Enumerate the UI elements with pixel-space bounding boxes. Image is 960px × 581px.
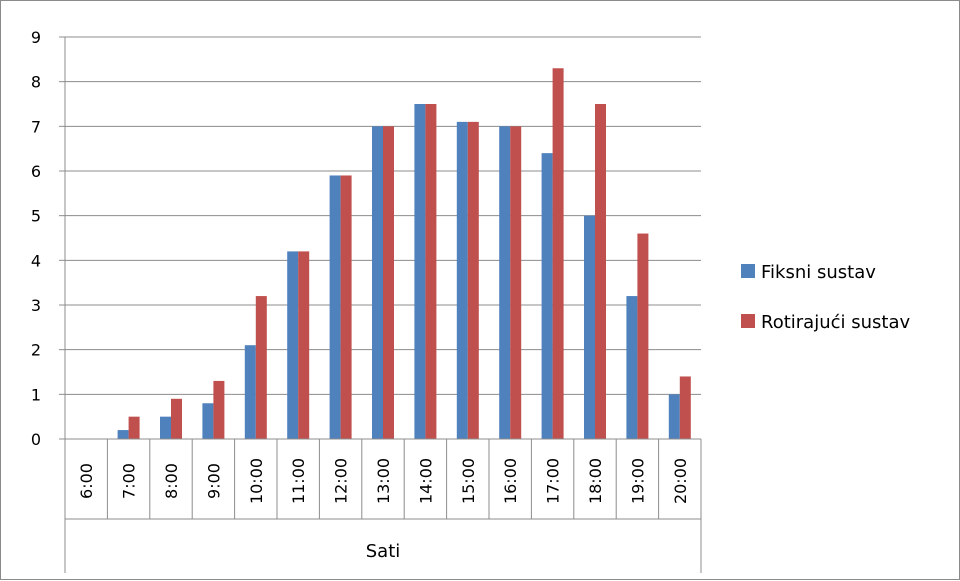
y-tick-labels: 0 1 2 3 4 5 6 7 8 9 xyxy=(31,28,41,449)
legend-label: Rotirajući sustav xyxy=(761,312,910,333)
bar-fiksni xyxy=(626,296,638,439)
bar-rotirajuci xyxy=(171,398,182,439)
bar-fiksni xyxy=(414,104,426,439)
x-tick-label: 12:00 xyxy=(332,458,351,504)
x-tick-label: 15:00 xyxy=(459,458,478,504)
bar-rotirajuci xyxy=(298,251,310,439)
x-tick-label: 10:00 xyxy=(247,458,266,504)
legend-label: Fiksni sustav xyxy=(761,262,876,283)
bar-rotirajuci xyxy=(255,296,267,439)
x-tick-label: 19:00 xyxy=(628,458,647,504)
bar-rotirajuci xyxy=(510,126,522,439)
y-tick-label: 4 xyxy=(31,251,41,270)
bar-rotirajuci xyxy=(128,416,140,439)
bar-rotirajuci xyxy=(679,376,691,439)
bar-fiksni xyxy=(202,403,214,439)
bar-fiksni xyxy=(668,394,680,439)
x-axis-label: Sati xyxy=(366,541,401,562)
bar-fiksni xyxy=(541,153,553,439)
bar-rotirajuci xyxy=(637,233,649,439)
x-tick-label: 20:00 xyxy=(671,458,690,504)
x-tick-label: 18:00 xyxy=(586,458,605,504)
x-tick-label: 11:00 xyxy=(289,458,308,504)
x-tick-labels: 6:00 7:00 8:00 9:00 10:00 11:00 12:00 13:00 14:0… xyxy=(77,458,690,504)
bars xyxy=(117,68,691,440)
axes xyxy=(64,37,702,573)
bar-rotirajuci xyxy=(467,121,479,439)
x-tick-label: 9:00 xyxy=(204,463,223,499)
x-tick-label: 8:00 xyxy=(162,463,181,499)
bar-fiksni xyxy=(244,345,256,439)
bar-fiksni xyxy=(372,126,383,439)
bar-rotirajuci xyxy=(383,126,394,439)
x-tick-label: 13:00 xyxy=(374,458,393,504)
y-tick-label: 5 xyxy=(31,207,41,226)
bar-fiksni xyxy=(584,215,595,439)
y-tick-label: 1 xyxy=(31,385,41,404)
y-tick-label: 2 xyxy=(31,341,41,360)
y-tick-label: 9 xyxy=(31,28,41,47)
bar-rotirajuci xyxy=(213,380,225,439)
bar-fiksni xyxy=(499,126,511,439)
x-tick-label: 7:00 xyxy=(120,463,139,499)
x-tick-label: 6:00 xyxy=(77,463,96,499)
bar-rotirajuci xyxy=(552,68,564,440)
y-tick-label: 6 xyxy=(31,162,41,181)
x-tick-label: 16:00 xyxy=(501,458,520,504)
bar-fiksni xyxy=(160,416,171,439)
bar-fiksni xyxy=(287,251,299,439)
bar-rotirajuci xyxy=(340,175,352,439)
x-tick-label: 17:00 xyxy=(544,458,563,504)
bar-rotirajuci xyxy=(425,104,437,439)
bar-fiksni xyxy=(117,430,129,439)
bar-fiksni xyxy=(456,121,468,439)
y-tick-label: 0 xyxy=(31,430,41,449)
bar-rotirajuci xyxy=(595,104,606,439)
bar-fiksni xyxy=(329,175,341,439)
y-tick-label: 8 xyxy=(31,73,41,92)
x-tick-label: 14:00 xyxy=(416,458,435,504)
y-tick-label: 3 xyxy=(31,296,41,315)
legend: Fiksni sustav Rotirajući sustav xyxy=(741,262,910,333)
legend-swatch xyxy=(741,314,755,328)
legend-swatch xyxy=(741,264,755,278)
y-tick-label: 7 xyxy=(31,117,41,136)
